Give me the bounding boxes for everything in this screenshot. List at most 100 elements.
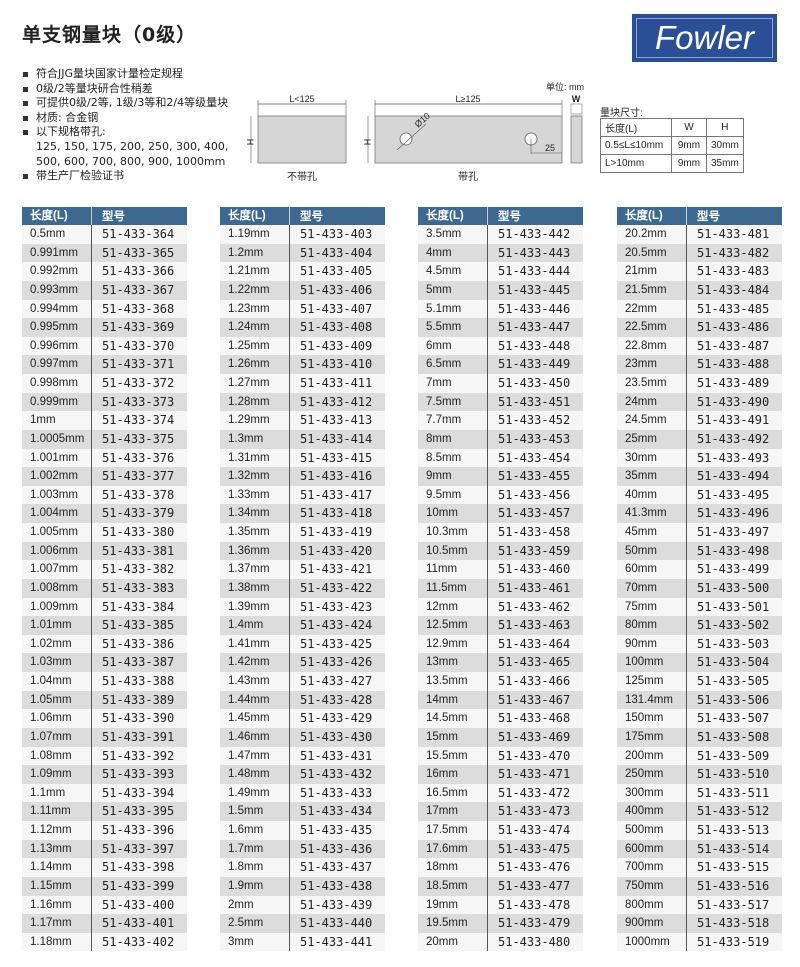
table-row: 10.5mm 51-433-459: [418, 541, 583, 561]
model-number-cell: 51-433-402: [91, 932, 187, 952]
table-row: 1.001mm 51-433-376: [22, 448, 187, 468]
model-number-cell: 51-433-462: [487, 597, 583, 617]
model-number-cell: 51-433-449: [487, 355, 583, 374]
length-cell: 1.21mm: [228, 265, 270, 278]
table-row: 17.5mm 51-433-474: [418, 821, 583, 840]
model-number-cell: 51-433-454: [487, 448, 583, 468]
table-row: 150mm 51-433-507: [617, 709, 782, 728]
table-row: 0.998mm 51-433-372: [22, 374, 187, 393]
table-row: 17mm 51-433-473: [418, 802, 583, 821]
page-title: 单支钢量块（0级）: [22, 24, 197, 46]
table-row: 0.996mm 51-433-370: [22, 336, 187, 356]
table-row: 1.47mm 51-433-431: [220, 746, 385, 766]
model-number-cell: 51-433-445: [487, 280, 583, 300]
table-row: 1.9mm 51-433-438: [220, 876, 385, 896]
table-row: 0.992mm 51-433-366: [22, 262, 187, 281]
table-row: 9mm 51-433-455: [418, 467, 583, 486]
model-number-cell: 51-433-412: [289, 392, 385, 412]
model-number-cell: 51-433-415: [289, 448, 385, 468]
model-number-cell: 51-433-416: [289, 467, 385, 486]
length-cell: 75mm: [625, 600, 657, 613]
length-cell: 3mm: [228, 935, 254, 948]
table-row: 23mm 51-433-488: [617, 355, 782, 374]
table-row: 1.009mm 51-433-384: [22, 597, 187, 617]
model-number-cell: 51-433-386: [91, 634, 187, 654]
model-number-cell: 51-433-418: [289, 504, 385, 523]
length-cell: 41.3mm: [625, 507, 667, 520]
dimensions-row: 0.5≤L≤10mm 9mm 30mm: [600, 136, 744, 155]
model-number-cell: 51-433-512: [686, 802, 782, 821]
length-cell: 750mm: [625, 879, 664, 892]
model-number-cell: 51-433-438: [289, 876, 385, 896]
table-row: 1.003mm 51-433-378: [22, 485, 187, 505]
table-row: 1.37mm 51-433-421: [220, 560, 385, 579]
length-cell: 1.36mm: [228, 544, 270, 557]
dim-header: H: [706, 118, 744, 137]
table-row: 12.5mm 51-433-463: [418, 616, 583, 635]
model-number-cell: 51-433-420: [289, 541, 385, 561]
table-row: 20mm 51-433-480: [418, 932, 583, 952]
model-number-cell: 51-433-495: [686, 485, 782, 505]
table-row: 700mm 51-433-515: [617, 858, 782, 877]
block-side-view: W: [570, 94, 583, 164]
length-cell: 25mm: [625, 432, 657, 445]
model-number-cell: 51-433-447: [487, 318, 583, 337]
model-number-cell: 51-433-465: [487, 653, 583, 672]
header-model: 型号: [91, 207, 187, 225]
model-number-cell: 51-433-453: [487, 429, 583, 449]
length-cell: 1.16mm: [30, 898, 72, 911]
table-row: 4.5mm 51-433-444: [418, 262, 583, 281]
table-row: 1.34mm 51-433-418: [220, 504, 385, 523]
model-number-cell: 51-433-365: [91, 243, 187, 263]
model-number-cell: 51-433-489: [686, 374, 782, 393]
length-cell: 11mm: [426, 563, 458, 576]
length-cell: 13.5mm: [426, 675, 468, 687]
table-row: 1.38mm 51-433-422: [220, 578, 385, 598]
table-row: 1.1mm 51-433-394: [22, 783, 187, 803]
table-row: 1.31mm 51-433-415: [220, 448, 385, 468]
table-row: 500mm 51-433-513: [617, 821, 782, 840]
length-cell: 1.43mm: [228, 675, 270, 687]
length-cell: 14.5mm: [426, 712, 468, 725]
table-row: 1.8mm 51-433-437: [220, 858, 385, 877]
model-number-cell: 51-433-483: [686, 262, 782, 281]
table-row: 8mm 51-433-453: [418, 429, 583, 449]
table-row: 1.14mm 51-433-398: [22, 858, 187, 877]
feature-item-continued: 500, 600, 700, 800, 900, 1000mm: [36, 154, 226, 168]
model-number-cell: 51-433-488: [686, 355, 782, 374]
model-number-cell: 51-433-372: [91, 374, 187, 393]
table-row: 10mm 51-433-457: [418, 504, 583, 523]
table-row: 7.5mm 51-433-451: [418, 392, 583, 412]
length-cell: 0.998mm: [30, 377, 78, 389]
length-cell: 2.5mm: [228, 917, 264, 930]
model-number-cell: 51-433-455: [487, 467, 583, 486]
length-cell: 1.04mm: [30, 675, 72, 687]
length-cell: 40mm: [625, 488, 657, 501]
table-row: 4mm 51-433-443: [418, 243, 583, 263]
length-cell: 8.5mm: [426, 451, 462, 464]
table-row: 18.5mm 51-433-477: [418, 876, 583, 896]
model-number-cell: 51-433-423: [289, 597, 385, 617]
length-cell: 0.996mm: [30, 339, 78, 352]
table-row: 3.5mm 51-433-442: [418, 225, 583, 244]
table-row: 750mm 51-433-516: [617, 876, 782, 896]
length-cell: 0.993mm: [30, 283, 78, 296]
length-cell: 1.23mm: [228, 302, 270, 315]
length-cell: 7.5mm: [426, 395, 462, 408]
header-model: 型号: [686, 207, 782, 225]
length-cell: 10.3mm: [426, 526, 468, 538]
model-number-cell: 51-433-398: [91, 858, 187, 877]
table-row: 1.44mm 51-433-428: [220, 690, 385, 710]
length-cell: 17.6mm: [426, 842, 468, 855]
table-row: 12.9mm 51-433-464: [418, 634, 583, 654]
length-cell: 20.5mm: [625, 246, 667, 259]
model-number-cell: 51-433-496: [686, 504, 782, 523]
header-length: 长度(L): [30, 210, 68, 222]
table-body: 1.19mm 51-433-403 1.2mm 51-433-404 1.21mm 51-…: [220, 225, 385, 952]
dimensions-row: L>10mm 9mm 35mm: [600, 154, 744, 173]
table-row: 22.8mm 51-433-487: [617, 336, 782, 356]
model-number-cell: 51-433-464: [487, 634, 583, 654]
table-row: 7.7mm 51-433-452: [418, 411, 583, 430]
model-number-cell: 51-433-369: [91, 318, 187, 337]
length-cell: 125mm: [625, 675, 664, 687]
